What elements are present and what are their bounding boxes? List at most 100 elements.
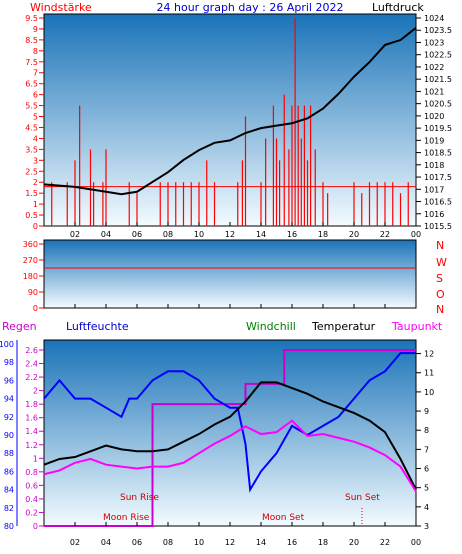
rain-y-tick: 2 [33, 387, 38, 396]
temperature-axes: 8082848688909294969810000.20.40.60.811.2… [0, 340, 434, 547]
wind-y-tick: 8.5 [25, 36, 38, 45]
sun-set-label: Sun Set [345, 493, 380, 503]
temperature-series [43, 349, 417, 527]
legend-regen: Regen [2, 320, 37, 333]
wind-y-tick: 5 [33, 113, 38, 122]
chart-title: 24 hour graph day : 26 April 2022 [157, 1, 344, 14]
wind-direction-axes: 0 90 180 270 360 [23, 240, 417, 313]
temp-y-tick: 7 [424, 445, 429, 454]
direction-y-tick: 360 [23, 240, 38, 249]
rain-y-tick: 0 [33, 522, 38, 531]
wind-y-tick: 4.5 [25, 123, 38, 132]
humidity-y-tick: 98 [4, 358, 14, 367]
humidity-y-tick: 94 [4, 395, 14, 404]
wind-pressure-series [43, 18, 417, 226]
x-tick-label: 02 [70, 230, 80, 239]
wind-pressure-plot-area [43, 13, 417, 227]
humidity-y-tick: 86 [4, 467, 14, 476]
x-tick-label: 14 [256, 230, 266, 239]
pressure-y-tick: 1019.5 [424, 124, 452, 133]
legend-temperatur: Temperatur [311, 320, 376, 333]
rain-y-tick: 2.4 [25, 360, 38, 369]
temp-y-tick: 12 [424, 350, 434, 359]
wind-direction-plot-area [43, 239, 417, 309]
humidity-y-tick: 90 [4, 431, 14, 440]
pressure-y-tick: 1024 [424, 14, 444, 23]
compass-n2: N [436, 303, 444, 316]
wind-y-tick: 7 [33, 69, 38, 78]
x-tick-label: 12 [225, 538, 235, 547]
direction-y-tick: 90 [28, 288, 38, 297]
wind-y-tick: 4 [33, 134, 38, 143]
wind-pressure-axes: 0 0.5 1 1.5 2 2.5 3 3.5 4 4.55 5.5 6 6.5 7 7.5 8 8.5 9 9.5… [25, 14, 452, 239]
x-tick-label: 08 [163, 538, 173, 547]
pressure-y-tick: 1019 [424, 136, 444, 145]
temp-y-tick: 11 [424, 369, 434, 378]
temperature-line [43, 381, 417, 491]
humidity-y-tick: 80 [4, 522, 14, 531]
rain-y-tick: 1.4 [25, 427, 38, 436]
humidity-y-tick: 100 [0, 340, 14, 349]
x-tick-label: 10 [194, 230, 204, 239]
wind-y-tick: 9 [33, 25, 38, 34]
x-tick-label: 18 [318, 230, 328, 239]
x-tick-label: 18 [318, 538, 328, 547]
wind-y-tick: 8 [33, 47, 38, 56]
x-tick-label: 00 [411, 538, 421, 547]
pressure-y-tick: 1017 [424, 185, 444, 194]
compass-s: S [436, 272, 443, 285]
compass-n1: N [436, 239, 444, 252]
pressure-y-tick: 1022.5 [424, 51, 452, 60]
humidity-y-tick: 84 [4, 486, 14, 495]
legend-windchill: Windchill [246, 320, 296, 333]
wind-axis-title: Windstärke [30, 1, 92, 14]
x-tick-label: 02 [70, 538, 80, 547]
rain-y-tick: 1.2 [25, 441, 38, 450]
temp-y-tick: 6 [424, 465, 429, 474]
rain-y-tick: 1.8 [25, 400, 38, 409]
wind-y-tick: 3.5 [25, 145, 38, 154]
x-tick-label: 16 [287, 538, 297, 547]
direction-y-tick: 180 [23, 272, 38, 281]
wind-y-tick: 5.5 [25, 102, 38, 111]
rain-y-tick: 2.2 [25, 373, 38, 382]
wind-y-tick: 1 [33, 200, 38, 209]
temp-y-tick: 4 [424, 503, 429, 512]
x-tick-label: 16 [287, 230, 297, 239]
x-tick-label: 06 [132, 538, 142, 547]
direction-y-tick: 270 [23, 256, 38, 265]
dewpoint-line [43, 419, 417, 493]
rain-y-tick: 2.6 [25, 346, 38, 355]
rain-y-tick: 1 [33, 454, 38, 463]
pressure-y-tick: 1016 [424, 210, 444, 219]
pressure-y-tick: 1017.5 [424, 173, 452, 182]
rain-y-tick: 0.4 [25, 495, 38, 504]
wind-y-tick: 7.5 [25, 58, 38, 67]
compass-o: O [436, 288, 445, 301]
x-tick-label: 20 [349, 538, 359, 547]
wind-y-tick: 0 [33, 222, 38, 231]
temp-y-tick: 5 [424, 484, 429, 493]
rain-line [44, 349, 416, 527]
temp-y-tick: 8 [424, 426, 429, 435]
wind-y-tick: 9.5 [25, 14, 38, 23]
humidity-y-tick: 96 [4, 376, 14, 385]
wind-y-tick: 6 [33, 91, 38, 100]
pressure-y-tick: 1020.5 [424, 100, 452, 109]
moon-rise-label: Moon Rise [103, 513, 150, 523]
compass-w: W [436, 256, 447, 269]
x-tick-label: 22 [380, 230, 390, 239]
direction-y-tick: 0 [33, 304, 38, 313]
wind-y-tick: 3 [33, 156, 38, 165]
pressure-y-tick: 1018.5 [424, 149, 452, 158]
humidity-y-tick: 88 [4, 449, 14, 458]
temp-y-tick: 3 [424, 522, 429, 531]
x-tick-label: 22 [380, 538, 390, 547]
moon-set-label: Moon Set [262, 513, 305, 523]
x-tick-label: 08 [163, 230, 173, 239]
pressure-y-tick: 1021 [424, 87, 444, 96]
pressure-axis-title: Luftdruck [372, 1, 424, 14]
pressure-y-tick: 1022 [424, 63, 444, 72]
wind-y-tick: 2 [33, 178, 38, 187]
